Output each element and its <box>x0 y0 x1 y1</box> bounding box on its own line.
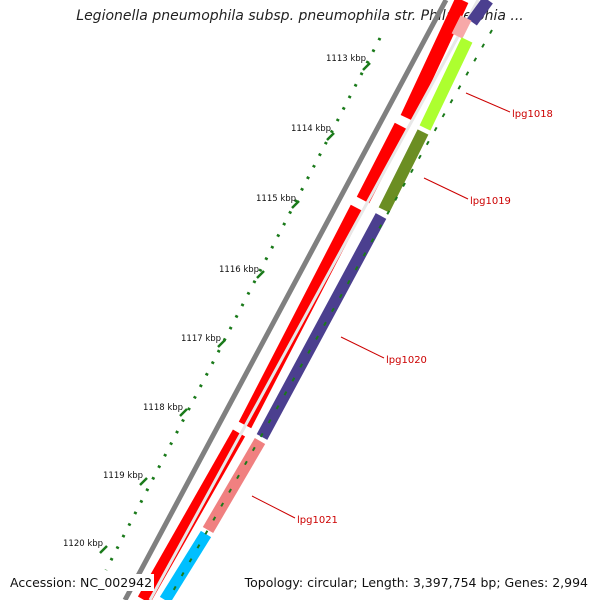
map-title: Legionella pneumophila subsp. pneumophil… <box>76 8 524 24</box>
tick-label-1118: 1118 kbp <box>143 403 183 413</box>
cds-reverse-top[interactable] <box>467 0 493 26</box>
gene-label-lpg1020[interactable]: lpg1020 <box>386 355 427 366</box>
forward-strand <box>137 0 469 600</box>
accession-label: Accession: NC_002942 <box>8 574 155 591</box>
backbone-ring <box>122 0 449 600</box>
cds-salmon-top[interactable] <box>451 15 472 39</box>
tick-label-1114: 1114 kbp <box>291 124 331 134</box>
outer-tick-ring <box>167 29 493 600</box>
cds-lpg1021[interactable] <box>202 437 266 534</box>
cds-forward-1[interactable] <box>400 0 469 121</box>
strand-separator <box>148 0 480 600</box>
tick-label-1116: 1116 kbp <box>219 265 259 275</box>
cds-lpg1018[interactable] <box>419 37 473 131</box>
reverse-strand <box>159 0 493 600</box>
cds-forward-4[interactable] <box>137 429 246 600</box>
topology-label: Topology: circular; Length: 3,397,754 bp… <box>242 574 590 591</box>
tick-label-1119: 1119 kbp <box>103 471 143 481</box>
tick-label-1115: 1115 kbp <box>256 194 296 204</box>
gene-label-lpg1019[interactable]: lpg1019 <box>470 196 511 207</box>
cds-lpg1019[interactable] <box>378 129 429 213</box>
tick-ring-dots <box>104 37 382 571</box>
cds-forward-2[interactable] <box>356 122 408 204</box>
major-ticks <box>99 62 371 554</box>
gene-leaders <box>251 92 511 519</box>
cds-forward-3[interactable] <box>238 204 364 429</box>
tick-label-1120: 1120 kbp <box>63 539 103 549</box>
gene-label-lpg1021[interactable]: lpg1021 <box>297 515 338 526</box>
tick-label-1117: 1117 kbp <box>181 334 221 344</box>
tick-label-1113: 1113 kbp <box>326 54 366 64</box>
gene-label-lpg1018[interactable]: lpg1018 <box>512 109 553 120</box>
cds-lpg1020[interactable] <box>256 213 387 440</box>
